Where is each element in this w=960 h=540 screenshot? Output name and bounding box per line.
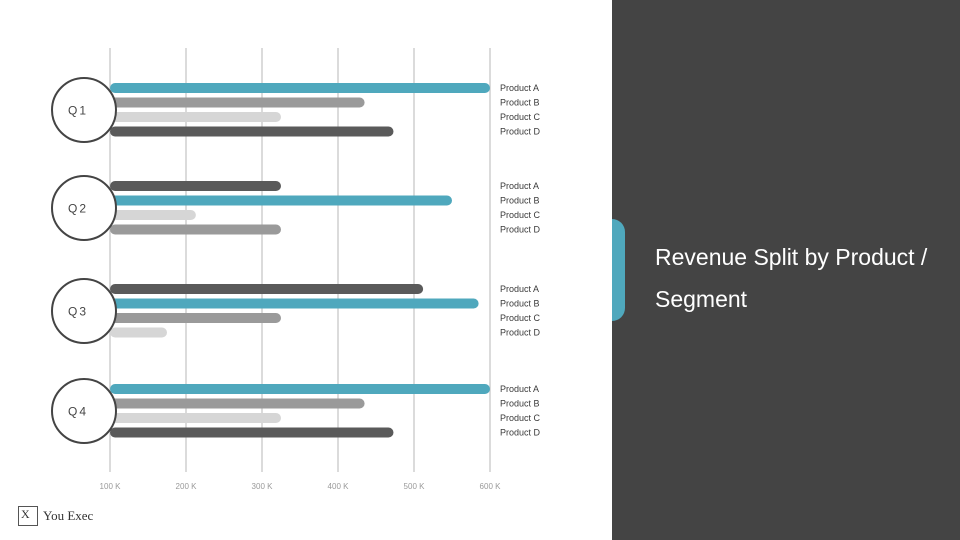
accent-pill bbox=[612, 219, 625, 321]
bar-q2-product-c bbox=[110, 210, 196, 220]
bar-q1-product-c bbox=[110, 112, 281, 122]
legend-label: Product D bbox=[500, 328, 541, 338]
legend-label: Product B bbox=[500, 399, 540, 409]
brand-logo: X You Exec bbox=[18, 505, 93, 527]
legend-label: Product B bbox=[500, 196, 540, 206]
legend-label: Product D bbox=[500, 428, 541, 438]
bar-q3-product-d bbox=[110, 327, 167, 338]
tick-label: 100 K bbox=[100, 482, 122, 491]
legend-label: Product A bbox=[500, 83, 539, 93]
slide-title: Revenue Split by Product / Segment bbox=[655, 244, 928, 312]
legend-label: Product A bbox=[500, 181, 539, 191]
legend-label: Product A bbox=[500, 384, 539, 394]
legend-label: Product D bbox=[500, 127, 541, 137]
legend-label: Product C bbox=[500, 413, 541, 423]
logo-text: You Exec bbox=[43, 508, 94, 523]
legend-label: Product C bbox=[500, 313, 541, 323]
bar-q4-product-c bbox=[110, 413, 281, 423]
legend-label: Product C bbox=[500, 112, 541, 122]
quarter-label: Q1 bbox=[68, 104, 88, 118]
tick-label: 600 K bbox=[480, 482, 502, 491]
bar-q2-product-d bbox=[110, 224, 281, 235]
legend-label: Product B bbox=[500, 98, 540, 108]
bar-chart: Product A Product B Product C Product D Q1 Pr… bbox=[51, 48, 541, 491]
quarter-circle bbox=[51, 378, 117, 444]
tick-label: 400 K bbox=[328, 482, 350, 491]
bar-q1-product-a bbox=[110, 83, 490, 93]
legend-label: Product C bbox=[500, 210, 541, 220]
bar-q3-product-c bbox=[110, 313, 281, 323]
quarter-label: Q3 bbox=[68, 305, 88, 319]
bar-q2-product-a bbox=[110, 181, 281, 191]
legend-label: Product D bbox=[500, 225, 541, 235]
bar-q1-product-b bbox=[110, 97, 365, 108]
bar-q1-product-d bbox=[110, 126, 394, 137]
logo-mark: X bbox=[18, 506, 38, 526]
bar-q3-product-a bbox=[110, 284, 424, 294]
quarter-circle bbox=[51, 77, 117, 143]
quarter-circle bbox=[51, 278, 117, 344]
tick-label: 200 K bbox=[176, 482, 198, 491]
bar-q3-product-b bbox=[110, 298, 479, 309]
tick-label: 500 K bbox=[404, 482, 426, 491]
legend-label: Product A bbox=[500, 284, 539, 294]
bar-q4-product-d bbox=[110, 427, 394, 438]
bar-q4-product-a bbox=[110, 384, 490, 394]
quarter-label: Q4 bbox=[68, 405, 88, 419]
quarter-circle bbox=[51, 175, 117, 241]
quarter-label: Q2 bbox=[68, 202, 88, 216]
bar-q4-product-b bbox=[110, 398, 365, 409]
bar-q2-product-b bbox=[110, 195, 452, 206]
tick-label: 300 K bbox=[252, 482, 274, 491]
title-panel: Revenue Split by Product / Segment bbox=[612, 0, 960, 540]
legend-label: Product B bbox=[500, 299, 540, 309]
